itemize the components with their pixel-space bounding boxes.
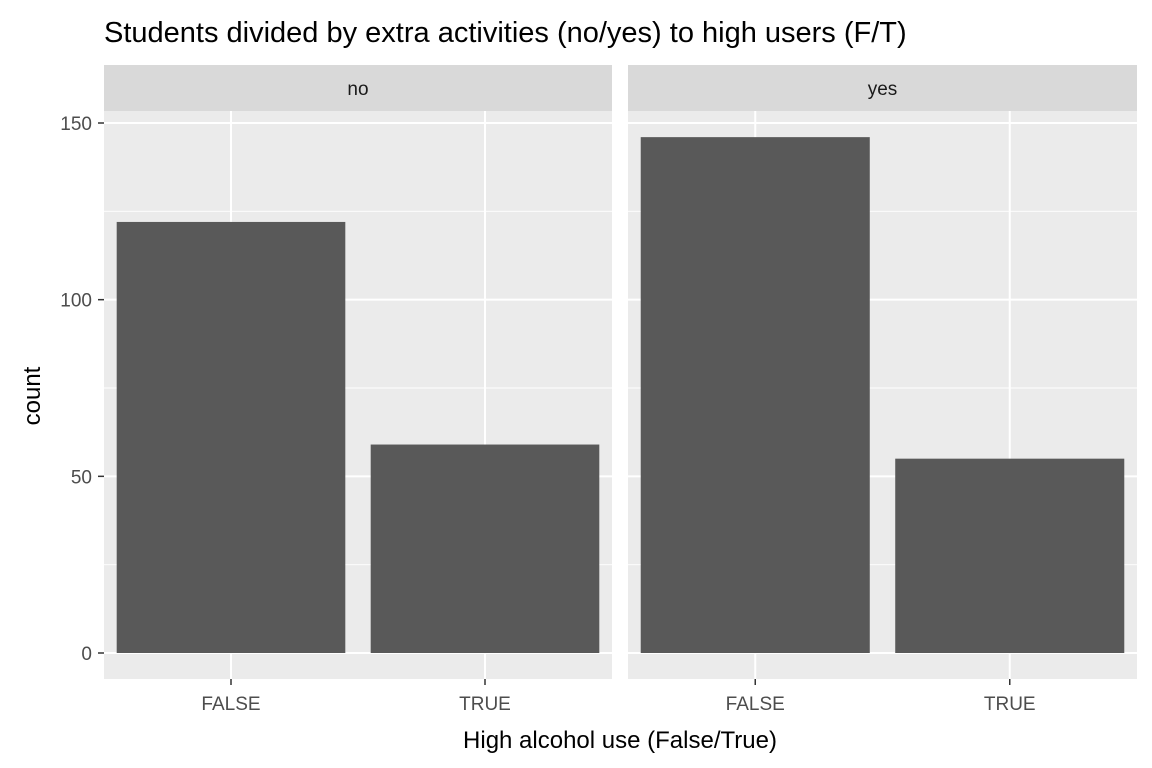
facet-panel-no: no FALSE TRUE — [104, 65, 612, 715]
chart-title: Students divided by extra activities (no… — [104, 17, 907, 49]
x-tick-label: FALSE — [726, 694, 785, 715]
y-axis-title: count — [19, 366, 46, 425]
x-axis-title: High alcohol use (False/True) — [463, 727, 777, 754]
y-tick-label: 50 — [71, 467, 92, 488]
bar-yes-FALSE — [640, 137, 870, 654]
y-tick-label: 0 — [81, 644, 92, 665]
facet-panel-yes: yes FALSE TRUE — [628, 65, 1137, 715]
x-tick-label: FALSE — [201, 694, 260, 715]
facet-strip-label: yes — [868, 79, 898, 100]
y-tick-label: 100 — [60, 291, 92, 312]
y-tick-label: 150 — [60, 114, 92, 135]
x-tick-label: TRUE — [984, 694, 1036, 715]
facet-strip — [628, 65, 1137, 111]
bar-yes-TRUE — [895, 458, 1125, 653]
facet-strip — [104, 65, 612, 111]
plot-area: no FALSE TRUE yes FALSE TRUE 0 50 100 150 — [60, 65, 1137, 715]
facet-strip-label: no — [347, 79, 368, 100]
x-tick-label: TRUE — [459, 694, 511, 715]
bar-no-FALSE — [116, 221, 346, 654]
bar-no-TRUE — [370, 444, 600, 653]
